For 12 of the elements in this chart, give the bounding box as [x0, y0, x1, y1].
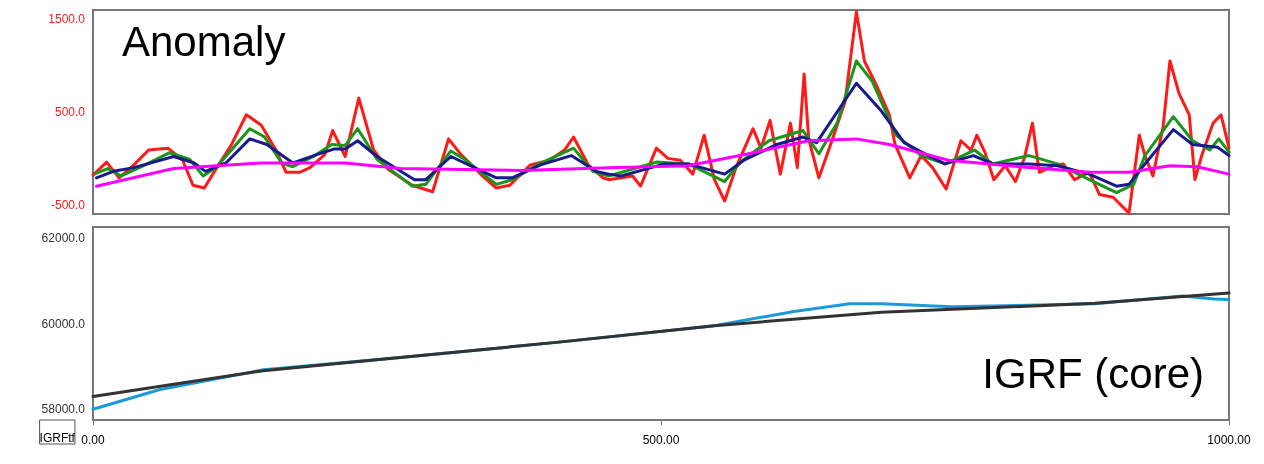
x-axis-title: IGRFtf — [39, 431, 76, 445]
y-tick-label: 1500.0 — [48, 12, 86, 27]
x-tick-label: 0.00 — [81, 433, 105, 447]
y-tick-label: 500.0 — [54, 105, 86, 119]
x-tick-label: 500.00 — [642, 433, 680, 447]
y-tick-label: -500.0 — [50, 197, 86, 212]
y-tick-label: 58000.0 — [41, 402, 86, 417]
annotation: Anomaly — [122, 17, 286, 65]
y-tick-label: 60000.0 — [41, 316, 86, 331]
y-tick-label: 62000.0 — [41, 230, 86, 245]
x-tick-label: 1000.00 — [1207, 433, 1252, 447]
annotation: IGRF (core) — [982, 349, 1204, 397]
